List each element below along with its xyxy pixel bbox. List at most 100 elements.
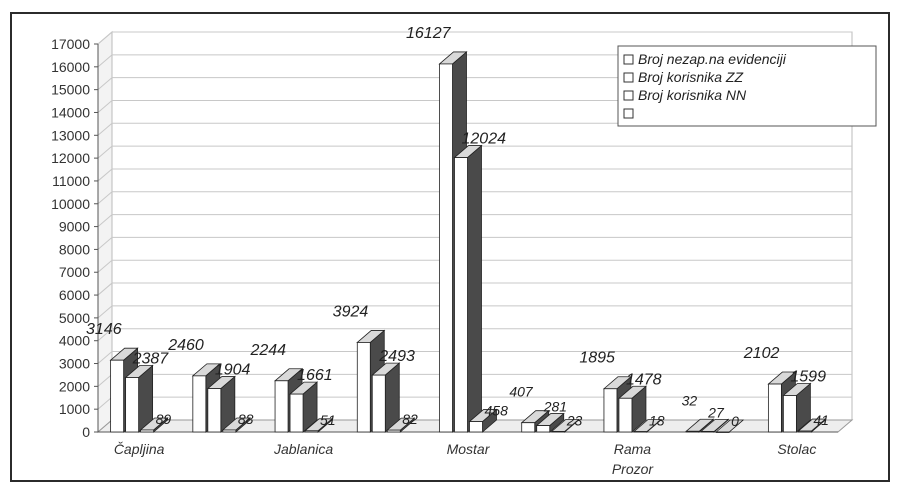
- bar: [303, 417, 334, 433]
- bar-front: [603, 388, 618, 433]
- data-label: 281: [543, 399, 567, 415]
- bar-front: [356, 342, 371, 433]
- bar-front: [633, 431, 648, 433]
- bar-front: [715, 431, 730, 433]
- data-label: 1661: [297, 367, 333, 384]
- data-label: 82: [402, 411, 418, 427]
- bar: [371, 362, 401, 433]
- data-label: 458: [485, 403, 509, 419]
- legend-swatch: [623, 108, 634, 119]
- data-label: 1904: [215, 362, 251, 379]
- bar-front: [125, 377, 140, 433]
- bar-front: [700, 430, 715, 433]
- gridline: [97, 259, 852, 273]
- bar: [206, 375, 236, 433]
- y-tick-label: 7000: [59, 264, 90, 280]
- x-tick-label: Prozor: [612, 461, 655, 477]
- y-tick-label: 4000: [59, 333, 90, 349]
- gridline: [97, 328, 852, 342]
- y-tick-label: 14000: [51, 104, 90, 120]
- bar: [782, 382, 812, 433]
- bar: [288, 381, 319, 433]
- y-tick-label: 5000: [59, 310, 90, 326]
- y-tick-label: 2000: [59, 378, 90, 394]
- y-tick-label: 12000: [51, 150, 90, 166]
- data-label: 407: [509, 384, 534, 400]
- bar-front: [386, 429, 401, 433]
- bar-front: [536, 425, 551, 433]
- bar-front: [110, 359, 125, 433]
- y-tick-label: 15000: [51, 82, 90, 98]
- bar-front: [685, 430, 700, 433]
- bar-front: [304, 430, 319, 433]
- data-label: 23: [566, 412, 583, 428]
- legend-swatch: [623, 54, 634, 65]
- data-label: 2493: [378, 348, 415, 365]
- bar-side: [467, 144, 482, 433]
- gridline: [97, 168, 852, 182]
- bar-front: [140, 429, 155, 433]
- legend-label: Broj nezap.na evidenciji: [638, 51, 787, 67]
- data-label: 0: [731, 413, 739, 429]
- gridline: [97, 54, 852, 68]
- y-tick-label: 3000: [59, 356, 90, 372]
- x-tick-label: Jablanica: [273, 441, 333, 457]
- bar-front: [618, 397, 633, 433]
- bar-front: [192, 375, 207, 433]
- bar-front: [469, 421, 483, 433]
- y-tick-label: 17000: [51, 36, 90, 52]
- y-tick-label: 10000: [51, 196, 90, 212]
- bar-front: [551, 431, 566, 433]
- bar-front: [767, 383, 782, 433]
- bar-front: [274, 380, 289, 433]
- bar-front: [371, 374, 386, 433]
- x-tick-label: Mostar: [447, 441, 491, 457]
- y-tick-label: 6000: [59, 287, 90, 303]
- y-tick-label: 13000: [51, 127, 90, 143]
- bar-front: [289, 393, 304, 433]
- bar-front: [521, 422, 536, 433]
- data-label: 2244: [249, 342, 286, 359]
- bar: [550, 418, 580, 433]
- gridline: [97, 214, 852, 227]
- data-label: 27: [707, 404, 725, 420]
- bar: [632, 418, 663, 433]
- legend-swatch: [623, 90, 634, 101]
- bar: [797, 418, 827, 433]
- bar: [535, 412, 565, 433]
- data-label: 3924: [333, 303, 369, 320]
- data-label: 1478: [626, 371, 662, 388]
- data-label: 2102: [743, 345, 780, 362]
- data-label: 18: [649, 413, 665, 429]
- gridline: [97, 305, 852, 319]
- axis-layer: 0 1000 2000 3000 4000 5000 6000 7000 8000 9000 100…: [51, 36, 838, 477]
- bar-front: [439, 63, 453, 433]
- bar-front: [797, 430, 812, 433]
- legend-box: [617, 45, 877, 127]
- data-label: 3146: [86, 321, 122, 338]
- bar-front: [207, 388, 222, 433]
- data-label: 1599: [790, 369, 826, 386]
- bar-front: [782, 395, 797, 433]
- legend-swatch: [623, 72, 634, 83]
- data-label: 1895: [579, 350, 615, 367]
- legend-label: Broj korisnika NN: [638, 87, 747, 103]
- bar-front: [454, 157, 468, 433]
- y-tick-label: 11000: [52, 173, 90, 189]
- legend: Broj nezap.na evidenciji Broj korisnika Z…: [617, 45, 877, 127]
- x-tick-label: Stolac: [777, 441, 816, 457]
- data-label: 51: [320, 412, 336, 428]
- bars-layer: [109, 51, 827, 433]
- bar: [453, 144, 483, 433]
- bar: [139, 417, 169, 433]
- gridline: [97, 122, 852, 136]
- y-tick-label: 9000: [59, 219, 90, 235]
- y-tick-label: 1000: [59, 401, 90, 417]
- data-label: 2387: [132, 351, 170, 368]
- gridline: [97, 99, 852, 113]
- bar: [715, 419, 745, 433]
- gridline: [97, 351, 852, 364]
- y-tick-label: 0: [82, 424, 90, 440]
- data-labels-layer: 3146 2387 89 2460 1904 88 2244 1661 51 3924 2493 82…: [86, 25, 829, 429]
